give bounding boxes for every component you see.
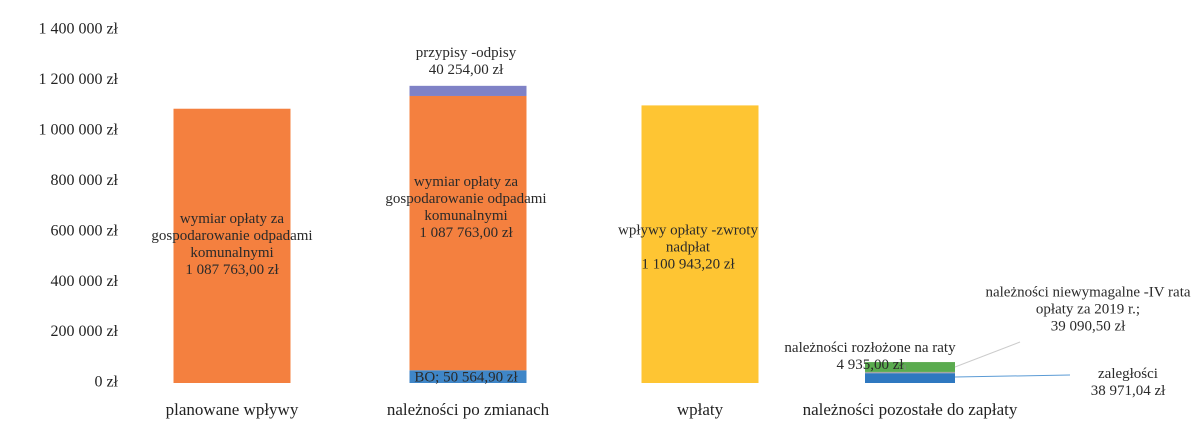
- label-value: 39 090,50 zł: [1050, 318, 1126, 335]
- y-tick-label: 800 000 zł: [50, 172, 118, 189]
- bar-segment: [409, 370, 527, 383]
- label-value: 1 087 763,00 zł: [419, 225, 513, 241]
- x-tick-label: należności pozostałe do zapłaty: [802, 400, 1018, 419]
- bar-segment: [409, 95, 527, 371]
- label-value: 1 087 763,00 zł: [185, 262, 279, 278]
- leader-line: [954, 374, 1071, 378]
- data-label: wpływy opłaty -zwroty nadpłat 1 100 943,2…: [598, 223, 778, 274]
- bar-segment: [641, 105, 759, 384]
- leader-line: [954, 341, 1021, 368]
- bar-segment: [409, 85, 527, 96]
- data-label: należności niewymagalne -IV rata opłaty …: [983, 285, 1193, 336]
- y-tick-label: 600 000 zł: [50, 222, 118, 239]
- label-name: wymiar opłaty za gospodarowanie odpadami…: [151, 211, 313, 261]
- x-tick-label: planowane wpływy: [165, 400, 299, 419]
- label-value: 50 564,90 zł: [443, 369, 518, 386]
- y-tick-label: 400 000 zł: [50, 273, 118, 290]
- y-tick-label: 1 000 000 zł: [38, 122, 118, 139]
- data-label: zaległości 38 971,04 zł: [1073, 366, 1183, 400]
- label-name: zaległości: [1098, 366, 1158, 382]
- label-name: należności rozłożone na raty: [784, 340, 956, 356]
- y-tick-label: 1 400 000 zł: [38, 21, 118, 38]
- label-name: wymiar opłaty za gospodarowanie odpadami…: [385, 174, 547, 224]
- label-name: należności niewymagalne -IV rata opłaty …: [985, 284, 1191, 318]
- y-tick-label: 0 zł: [94, 374, 118, 391]
- data-label: BO; 50 564,90 zł: [366, 370, 566, 387]
- label-value: 4 935,00 zł: [836, 357, 904, 373]
- label-value: 38 971,04 zł: [1090, 383, 1166, 399]
- bar-segment: [865, 373, 955, 383]
- x-tick-label: należności po zmianach: [386, 400, 550, 419]
- label-value: 40 254,00 zł: [428, 62, 504, 78]
- label-value: 1 100 943,20 zł: [641, 256, 735, 273]
- data-label: wymiar opłaty za gospodarowanie odpadami…: [137, 211, 327, 279]
- x-tick-label: wpłaty: [676, 400, 724, 419]
- data-label: wymiar opłaty za gospodarowanie odpadami…: [366, 174, 566, 242]
- label-name: BO;: [414, 369, 440, 386]
- label-name: przypisy -odpisy: [415, 45, 517, 61]
- data-label: przypisy -odpisy 40 254,00 zł: [366, 45, 566, 79]
- bar-segment: [865, 371, 955, 374]
- bar-segment: [865, 362, 955, 372]
- label-name: wpływy opłaty -zwroty nadpłat: [618, 222, 758, 256]
- y-tick-label: 200 000 zł: [50, 323, 118, 340]
- y-tick-label: 1 200 000 zł: [38, 71, 118, 88]
- data-label: należności rozłożone na raty 4 935,00 zł: [760, 340, 980, 374]
- bar-segment: [173, 108, 291, 383]
